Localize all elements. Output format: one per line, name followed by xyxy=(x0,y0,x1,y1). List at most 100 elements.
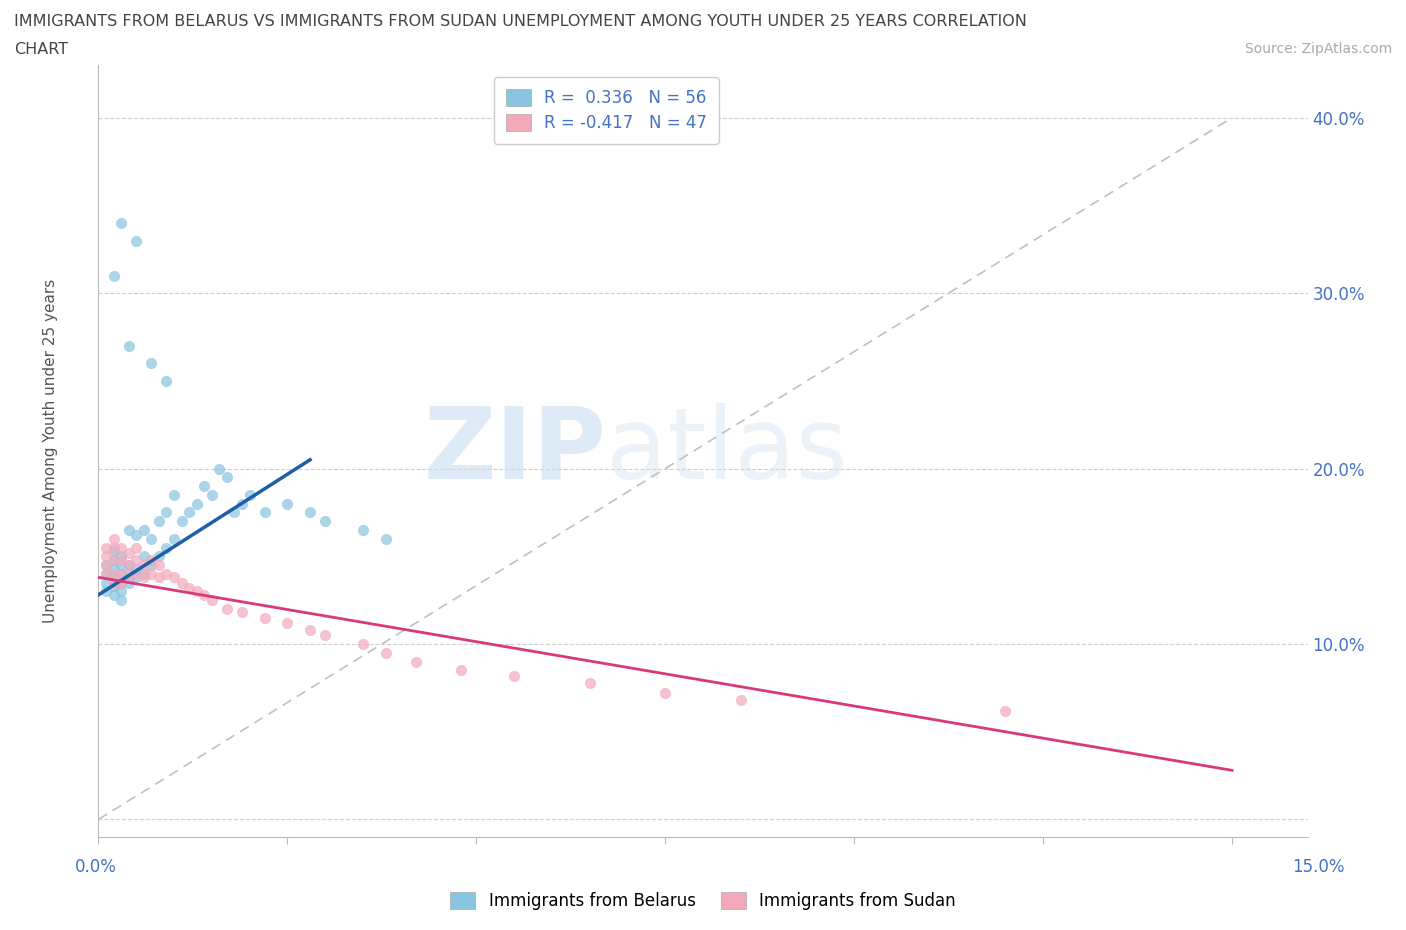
Point xyxy=(148,549,170,564)
Point xyxy=(103,552,125,567)
Point xyxy=(201,487,224,502)
Text: IMMIGRANTS FROM BELARUS VS IMMIGRANTS FROM SUDAN UNEMPLOYMENT AMONG YOUTH UNDER : IMMIGRANTS FROM BELARUS VS IMMIGRANTS FR… xyxy=(14,14,1026,29)
Point xyxy=(94,558,117,573)
Legend: R =  0.336   N = 56, R = -0.417   N = 47: R = 0.336 N = 56, R = -0.417 N = 47 xyxy=(494,77,718,143)
Point xyxy=(103,575,125,590)
Point xyxy=(314,628,336,643)
Point xyxy=(94,558,117,573)
Point xyxy=(450,663,472,678)
Point xyxy=(231,497,253,512)
Point xyxy=(163,531,186,546)
Point xyxy=(125,540,148,555)
Point xyxy=(132,558,155,573)
Point xyxy=(239,487,262,502)
Point xyxy=(94,540,117,555)
Point xyxy=(155,566,177,581)
Point xyxy=(103,268,125,283)
Point xyxy=(132,566,155,581)
Point xyxy=(103,566,125,581)
Point xyxy=(110,566,132,581)
Point xyxy=(118,566,141,581)
Point xyxy=(155,374,177,389)
Point xyxy=(163,487,186,502)
Point xyxy=(94,566,117,581)
Point xyxy=(201,592,224,607)
Point xyxy=(224,505,246,520)
Point xyxy=(103,544,125,559)
Point xyxy=(110,549,132,564)
Point xyxy=(186,497,208,512)
Point xyxy=(276,616,298,631)
Point xyxy=(125,566,148,581)
Point xyxy=(118,558,141,573)
Point xyxy=(103,552,125,567)
Point xyxy=(132,570,155,585)
Point xyxy=(405,654,427,669)
Point xyxy=(110,216,132,231)
Point xyxy=(193,479,215,494)
Point xyxy=(155,540,177,555)
Point xyxy=(148,513,170,528)
Point xyxy=(110,558,132,573)
Point xyxy=(352,523,374,538)
Text: CHART: CHART xyxy=(14,42,67,57)
Point xyxy=(125,561,148,576)
Point xyxy=(148,570,170,585)
Text: Unemployment Among Youth under 25 years: Unemployment Among Youth under 25 years xyxy=(42,279,58,623)
Point xyxy=(170,575,193,590)
Point xyxy=(314,513,336,528)
Point xyxy=(110,566,132,581)
Point xyxy=(118,545,141,560)
Point xyxy=(118,558,141,573)
Point xyxy=(110,540,132,555)
Point xyxy=(125,233,148,248)
Point xyxy=(170,513,193,528)
Point xyxy=(103,540,125,555)
Text: 15.0%: 15.0% xyxy=(1292,857,1346,876)
Point xyxy=(253,610,276,625)
Point xyxy=(125,570,148,585)
Point xyxy=(118,523,141,538)
Point xyxy=(132,523,155,538)
Point xyxy=(141,356,163,371)
Point xyxy=(103,588,125,603)
Point xyxy=(103,531,125,546)
Point xyxy=(276,497,298,512)
Point xyxy=(132,549,155,564)
Text: atlas: atlas xyxy=(606,403,848,499)
Point xyxy=(110,575,132,590)
Point xyxy=(231,605,253,620)
Point xyxy=(503,668,526,683)
Point xyxy=(578,675,600,690)
Text: ZIP: ZIP xyxy=(423,403,606,499)
Point xyxy=(299,622,322,637)
Point xyxy=(110,584,132,599)
Point xyxy=(186,584,208,599)
Point xyxy=(141,558,163,573)
Point xyxy=(148,558,170,573)
Point xyxy=(94,575,117,590)
Point xyxy=(299,505,322,520)
Text: Source: ZipAtlas.com: Source: ZipAtlas.com xyxy=(1244,42,1392,56)
Point xyxy=(215,602,238,617)
Point xyxy=(125,528,148,543)
Point xyxy=(179,580,201,595)
Point xyxy=(125,552,148,567)
Point xyxy=(193,588,215,603)
Point xyxy=(374,645,396,660)
Point xyxy=(118,575,141,590)
Point xyxy=(141,566,163,581)
Point xyxy=(103,561,125,576)
Point xyxy=(155,505,177,520)
Legend: Immigrants from Belarus, Immigrants from Sudan: Immigrants from Belarus, Immigrants from… xyxy=(444,885,962,917)
Point xyxy=(141,552,163,567)
Point xyxy=(103,578,125,593)
Point xyxy=(352,637,374,652)
Point xyxy=(654,685,676,700)
Point xyxy=(994,703,1017,718)
Point xyxy=(208,461,231,476)
Point xyxy=(94,549,117,564)
Point xyxy=(730,693,752,708)
Point xyxy=(103,570,125,585)
Point xyxy=(94,584,117,599)
